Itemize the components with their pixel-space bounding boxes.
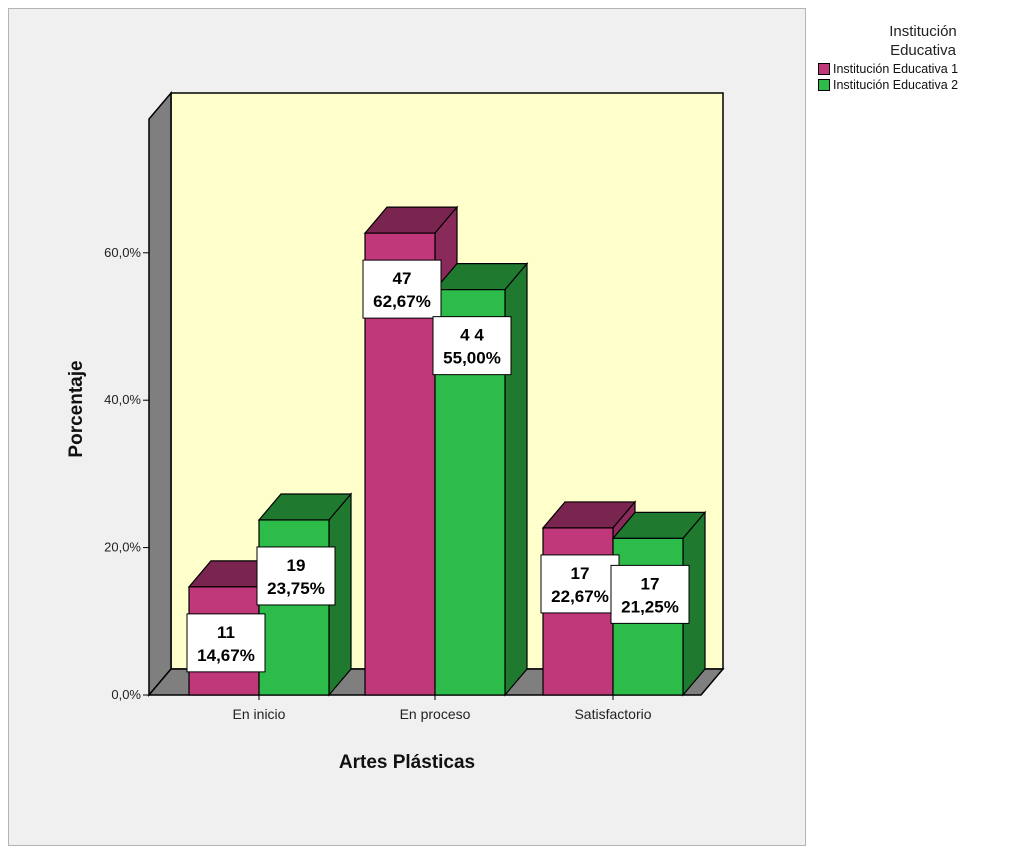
data-label-percent: 62,67% xyxy=(373,292,431,311)
chart-panel: 0,0% 20,0% 40,0% 60,0% En inicio En proceso Sa… xyxy=(8,8,806,846)
chart-svg: 0,0% 20,0% 40,0% 60,0% En inicio En proceso Sa… xyxy=(66,90,725,773)
y-axis-title: Porcentaje xyxy=(66,360,87,457)
data-label-box xyxy=(362,259,442,319)
x-tick-label: En proceso xyxy=(400,706,471,722)
data-label-count: 4 4 xyxy=(460,326,484,345)
x-tick-label: Satisfactorio xyxy=(574,706,651,722)
data-label-percent: 22,67% xyxy=(551,587,609,606)
data-label-box xyxy=(256,546,336,606)
x-tick-label: En inicio xyxy=(233,706,286,722)
data-label-box xyxy=(432,316,512,376)
y-tick-label: 40,0% xyxy=(104,392,141,407)
data-label-box xyxy=(186,613,266,673)
x-axis-title: Artes Plásticas xyxy=(339,752,475,773)
legend-title: Institución Educativa xyxy=(889,23,957,59)
y-tick-label: 20,0% xyxy=(104,540,141,555)
legend: Institución Educativa Institución Educat… xyxy=(818,22,1028,92)
data-label-count: 17 xyxy=(571,564,590,583)
legend-label-series-1: Institución Educativa 1 xyxy=(833,62,959,76)
data-label-count: 11 xyxy=(217,623,235,642)
legend-swatch-series-2 xyxy=(818,79,830,91)
data-label-box xyxy=(610,564,690,624)
data-label-count: 47 xyxy=(393,269,412,288)
y-tick-label: 0,0% xyxy=(111,687,141,702)
data-label-percent: 55,00% xyxy=(443,349,501,368)
data-label-percent: 21,25% xyxy=(621,597,679,616)
data-label-count: 17 xyxy=(641,574,660,593)
legend-label-series-2: Institución Educativa 2 xyxy=(833,78,959,92)
side-wall xyxy=(148,90,172,698)
legend-item-series-1: Institución Educativa 1 xyxy=(818,62,1028,76)
y-tick-label: 60,0% xyxy=(104,245,141,260)
legend-item-series-2: Institución Educativa 2 xyxy=(818,78,1028,92)
data-label-percent: 14,67% xyxy=(197,646,255,665)
data-label-box xyxy=(540,554,620,614)
data-label-percent: 23,75% xyxy=(267,579,325,598)
data-label-count: 19 xyxy=(287,556,306,575)
legend-swatch-series-1 xyxy=(818,63,830,75)
bar xyxy=(258,519,330,696)
